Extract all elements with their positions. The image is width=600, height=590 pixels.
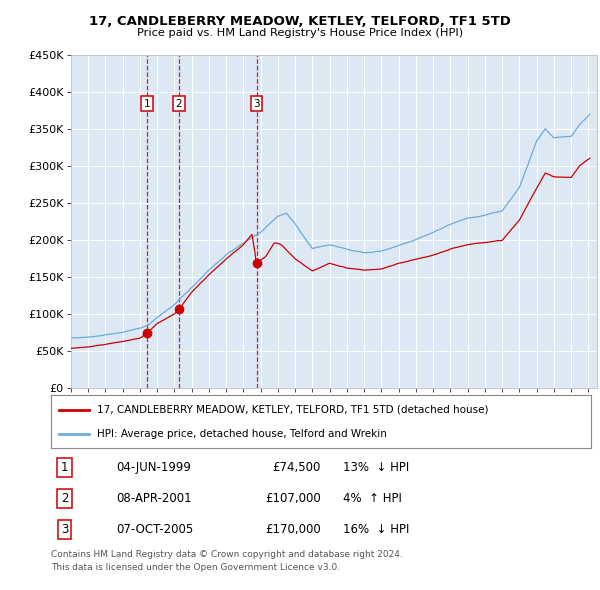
Text: 16%  ↓ HPI: 16% ↓ HPI	[343, 523, 409, 536]
Text: £170,000: £170,000	[265, 523, 321, 536]
Text: 3: 3	[253, 99, 260, 109]
Text: Price paid vs. HM Land Registry's House Price Index (HPI): Price paid vs. HM Land Registry's House …	[137, 28, 463, 38]
Text: 2: 2	[176, 99, 182, 109]
Text: 1: 1	[61, 461, 68, 474]
Text: 3: 3	[61, 523, 68, 536]
Text: Contains HM Land Registry data © Crown copyright and database right 2024.: Contains HM Land Registry data © Crown c…	[51, 550, 403, 559]
Text: 2: 2	[61, 492, 68, 505]
Text: 17, CANDLEBERRY MEADOW, KETLEY, TELFORD, TF1 5TD (detached house): 17, CANDLEBERRY MEADOW, KETLEY, TELFORD,…	[97, 405, 488, 415]
Text: 1: 1	[144, 99, 151, 109]
Text: 08-APR-2001: 08-APR-2001	[116, 492, 191, 505]
Text: 04-JUN-1999: 04-JUN-1999	[116, 461, 191, 474]
Text: HPI: Average price, detached house, Telford and Wrekin: HPI: Average price, detached house, Telf…	[97, 429, 387, 439]
Text: 17, CANDLEBERRY MEADOW, KETLEY, TELFORD, TF1 5TD: 17, CANDLEBERRY MEADOW, KETLEY, TELFORD,…	[89, 15, 511, 28]
Text: £107,000: £107,000	[265, 492, 321, 505]
Text: 07-OCT-2005: 07-OCT-2005	[116, 523, 193, 536]
Text: 13%  ↓ HPI: 13% ↓ HPI	[343, 461, 409, 474]
Text: This data is licensed under the Open Government Licence v3.0.: This data is licensed under the Open Gov…	[51, 563, 340, 572]
Text: 4%  ↑ HPI: 4% ↑ HPI	[343, 492, 401, 505]
Text: £74,500: £74,500	[272, 461, 321, 474]
